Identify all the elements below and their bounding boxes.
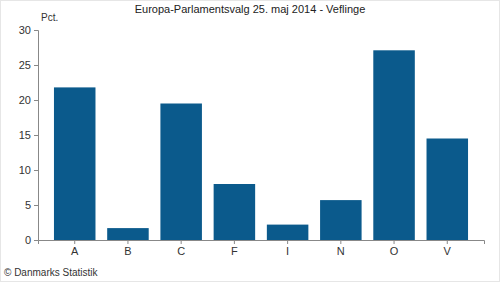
- y-tick: 5: [25, 199, 38, 211]
- bar: [267, 225, 309, 240]
- bar: [373, 50, 415, 240]
- bar: [160, 104, 202, 241]
- y-tick-label: 5: [25, 199, 31, 211]
- x-tick-mark: [394, 240, 395, 244]
- chart: 0 5 10 15 20 25 30 A B C F I N O V Europa-Parlamentsval…: [0, 0, 500, 282]
- y-tick-label: 30: [19, 24, 31, 36]
- x-tick: F: [231, 240, 238, 257]
- y-tick: 0: [25, 234, 38, 246]
- x-tick-label: C: [177, 245, 185, 257]
- x-tick: O: [390, 240, 399, 257]
- y-tick: 15: [19, 129, 38, 141]
- bar: [54, 87, 96, 240]
- y-tick: 25: [19, 59, 38, 71]
- x-tick-label: F: [231, 245, 238, 257]
- x-tick: C: [177, 240, 185, 257]
- x-tick: I: [286, 240, 289, 257]
- x-tick: V: [444, 240, 452, 257]
- x-tick-label: V: [444, 245, 452, 257]
- x-tick-label: N: [337, 245, 345, 257]
- x-tick: N: [337, 240, 345, 257]
- x-axis: ABCFINOV: [39, 240, 485, 257]
- x-tick-label: B: [124, 245, 131, 257]
- y-tick-mark: [34, 240, 38, 241]
- x-tick: A: [71, 240, 79, 257]
- y-tick-mark: [34, 100, 38, 101]
- bar: [320, 200, 362, 240]
- y-tick: 30: [19, 24, 38, 36]
- y-axis: 0 5 10 15 20 25 30: [19, 24, 39, 246]
- x-tick-label: A: [71, 245, 79, 257]
- bar: [214, 184, 256, 240]
- y-tick-mark: [34, 205, 38, 206]
- x-tick-mark: [74, 240, 75, 244]
- x-tick-mark: [287, 240, 288, 244]
- x-tick-mark: [234, 240, 235, 244]
- x-tick-label: I: [286, 245, 289, 257]
- y-tick-mark: [34, 135, 38, 136]
- x-tick-label: O: [390, 245, 399, 257]
- y-tick-mark: [34, 30, 38, 31]
- y-axis-line: [34, 31, 39, 241]
- x-axis-line: [39, 241, 485, 245]
- source: © Danmarks Statistik: [4, 267, 99, 278]
- bar: [107, 228, 149, 240]
- y-tick: 20: [19, 94, 38, 106]
- y-tick-label: 0: [25, 234, 31, 246]
- x-tick-mark: [127, 240, 128, 244]
- y-tick-mark: [34, 65, 38, 66]
- y-tick: 10: [19, 164, 38, 176]
- x-tick-mark: [340, 240, 341, 244]
- y-tick-label: 20: [19, 94, 31, 106]
- x-tick: B: [124, 240, 131, 257]
- y-tick-mark: [34, 170, 38, 171]
- y-tick-label: 15: [19, 129, 31, 141]
- x-tick-mark: [181, 240, 182, 244]
- bar: [427, 139, 469, 241]
- x-tick-mark: [447, 240, 448, 244]
- y-axis-title: Pct.: [41, 12, 58, 23]
- bars: [54, 50, 468, 240]
- y-tick-label: 25: [19, 59, 31, 71]
- background: [1, 1, 500, 282]
- y-tick-label: 10: [19, 164, 31, 176]
- title: Europa-Parlamentsvalg 25. maj 2014 - Vef…: [135, 3, 366, 15]
